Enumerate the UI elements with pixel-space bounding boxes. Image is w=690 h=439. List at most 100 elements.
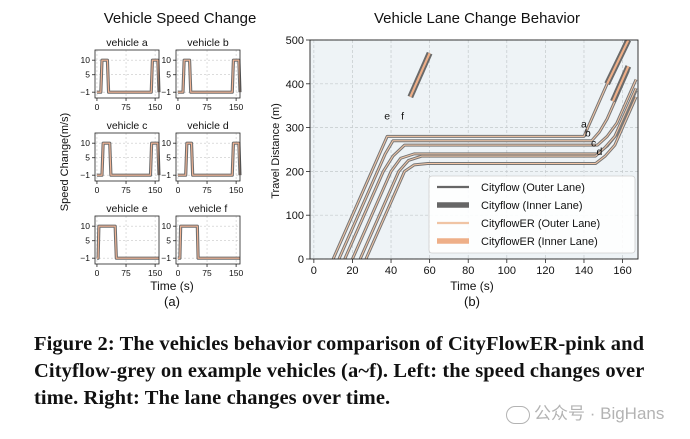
- left-title: Vehicle Speed Change: [104, 10, 257, 27]
- vehicle-annotation-a: a: [581, 119, 587, 131]
- x-tick-label: 75: [202, 268, 212, 278]
- y-tick-label: 5: [85, 153, 90, 163]
- x-tick-label: 75: [202, 102, 212, 112]
- inner-lane-cityflower: [611, 65, 630, 102]
- speed-subplot-vehicle-a: vehicle a 10 5 −1 0 75 150: [80, 37, 162, 112]
- y-tick-label: −1: [161, 87, 171, 97]
- figure: Vehicle Speed Change vehicle a 10 5 −1 0 75 15…: [59, 10, 639, 309]
- trajectory-cityflower-b: [338, 70, 629, 259]
- vehicle-annotation-e: e: [384, 111, 390, 123]
- inner-lane-cityflower: [606, 40, 630, 85]
- subplot-title: vehicle e: [106, 203, 148, 215]
- x-tick-label: 0: [176, 185, 181, 195]
- x-tick-label: 150: [148, 268, 162, 278]
- y-tick-label: −1: [161, 170, 171, 180]
- y-tick-label: 0: [298, 254, 304, 266]
- subplot-title: vehicle c: [107, 120, 148, 132]
- trajectory-cityflower-a: [332, 40, 627, 259]
- y-tick-label: 10: [162, 221, 172, 231]
- subplot-frame: [175, 215, 241, 265]
- plot-frame: [309, 39, 639, 260]
- x-tick-label: 0: [95, 102, 100, 112]
- x-tick-label: 0: [176, 102, 181, 112]
- vehicle-annotation-f: f: [401, 111, 404, 123]
- subplot-title: vehicle f: [189, 203, 228, 215]
- y-tick-label: 200: [286, 166, 304, 178]
- speed-line-cityflower: [177, 142, 241, 176]
- x-tick-label: 150: [229, 185, 243, 195]
- speed-line-cityflower: [96, 59, 160, 93]
- y-tick-label: −1: [80, 87, 90, 97]
- y-tick-label: −1: [80, 253, 90, 263]
- x-tick-label: 100: [498, 265, 516, 277]
- subplot-background: [95, 216, 159, 264]
- y-tick-label: 500: [286, 35, 304, 47]
- trajectory-cityflower-f: [365, 96, 637, 259]
- y-tick-label: 10: [162, 55, 172, 65]
- subplot-background: [95, 50, 159, 98]
- x-tick-label: 160: [613, 265, 631, 277]
- speed-line-cityflower: [96, 225, 159, 259]
- trajectory-lines: [331, 40, 638, 259]
- subplot-frame: [94, 49, 160, 99]
- legend-box: [428, 175, 636, 254]
- speed-line-cityflower: [96, 142, 160, 176]
- y-tick-label: 10: [81, 221, 91, 231]
- watermark: 公众号 · BigHans: [506, 399, 664, 424]
- speed-line-cityflower: [177, 59, 241, 93]
- subplot-background: [95, 133, 159, 181]
- y-tick-label: 10: [162, 138, 172, 148]
- x-tick-label: 75: [121, 102, 131, 112]
- y-tick-label: 100: [286, 210, 304, 222]
- vehicle-annotation-b: b: [585, 127, 591, 139]
- x-tick-label: 0: [95, 185, 100, 195]
- x-tick-label: 40: [385, 265, 397, 277]
- y-tick-label: 300: [286, 123, 304, 135]
- left-xlabel: Time (s): [150, 279, 194, 293]
- x-tick-label: 150: [229, 102, 243, 112]
- inner-lane-cityflower: [409, 52, 431, 98]
- x-tick-label: 20: [346, 265, 358, 277]
- subplot-frame: [94, 215, 160, 265]
- x-tick-label: 0: [176, 268, 181, 278]
- subplot-title: vehicle a: [106, 37, 148, 49]
- x-tick-label: 150: [148, 102, 162, 112]
- subplot-frame: [175, 132, 241, 182]
- vehicle-annotation-c: c: [591, 137, 596, 149]
- figure-caption: Figure 2: The vehicles behavior comparis…: [34, 333, 645, 409]
- y-tick-label: 5: [166, 153, 171, 163]
- legend-label: Cityflow (Inner Lane): [481, 200, 583, 212]
- y-tick-label: 10: [81, 55, 91, 65]
- subplot-title: vehicle d: [187, 120, 229, 132]
- y-tick-label: 400: [286, 79, 304, 91]
- vehicle-annotation-d: d: [596, 146, 602, 158]
- x-tick-label: 75: [202, 185, 212, 195]
- y-tick-label: 5: [166, 236, 171, 246]
- x-tick-label: 0: [311, 265, 317, 277]
- x-tick-label: 60: [423, 265, 435, 277]
- x-tick-label: 75: [121, 185, 131, 195]
- subplot-background: [176, 216, 240, 264]
- wechat-icon: [506, 405, 530, 424]
- x-tick-label: 140: [575, 265, 593, 277]
- speed-subplot-vehicle-f: vehicle f 10 5 −1 0 75 150: [161, 203, 243, 278]
- speed-subplot-vehicle-c: vehicle c 10 5 −1 0 75 150: [80, 120, 162, 195]
- watermark-text: 公众号 · BigHans: [534, 404, 665, 423]
- speed-subplot-vehicle-d: vehicle d 10 5 −1 0 75 150: [161, 120, 243, 195]
- right-panel-label: (b): [464, 294, 480, 309]
- legend-label: CityflowER (Inner Lane): [481, 236, 598, 248]
- y-tick-label: 5: [85, 236, 90, 246]
- speed-subplot-vehicle-e: vehicle e 10 5 −1 0 75 150: [80, 203, 162, 278]
- subplot-title: vehicle b: [187, 37, 229, 49]
- y-tick-label: 5: [85, 70, 90, 80]
- right-ylabel: Travel Distance (m): [270, 103, 282, 199]
- right-title: Vehicle Lane Change Behavior: [374, 10, 580, 27]
- speed-subplots: vehicle a 10 5 −1 0 75 150 vehicle b 10 5 −1 0 75 150…: [80, 37, 243, 278]
- right-xlabel: Time (s): [450, 279, 494, 293]
- y-tick-label: −1: [80, 170, 90, 180]
- left-panel-label: (a): [164, 294, 180, 309]
- x-tick-label: 75: [121, 268, 131, 278]
- legend-label: Cityflow (Outer Lane): [481, 182, 585, 194]
- x-tick-label: 80: [462, 265, 474, 277]
